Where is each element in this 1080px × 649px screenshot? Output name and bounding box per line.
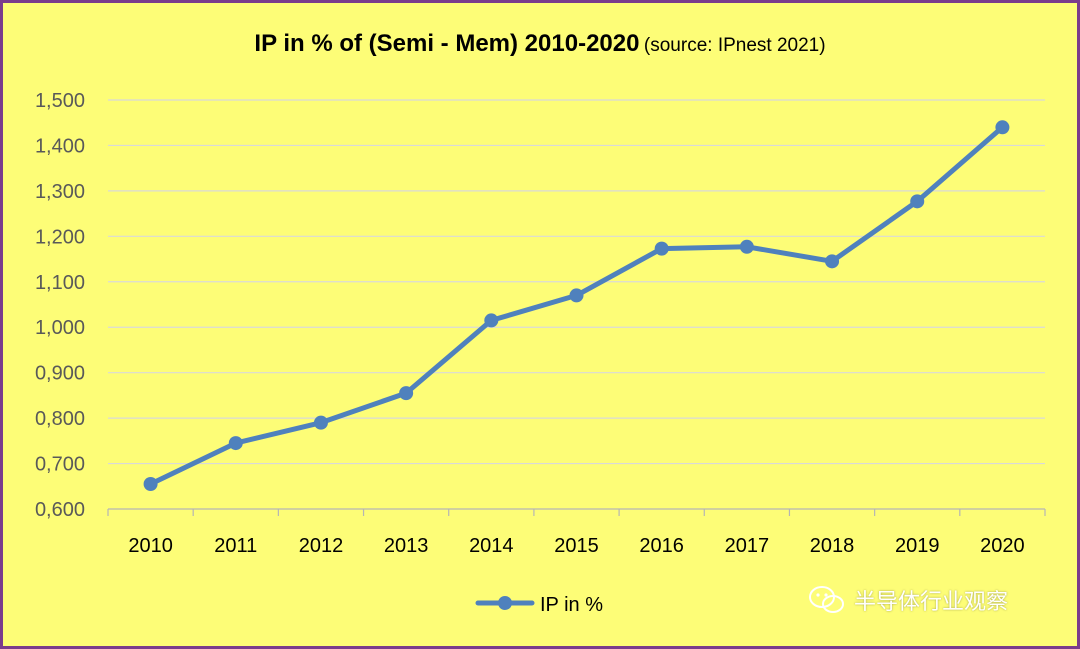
- x-tick-label: 2018: [810, 535, 855, 557]
- x-tick-label: 2019: [895, 535, 940, 557]
- chart-title-main: IP in % of (Semi - Mem) 2010-2020: [254, 30, 640, 57]
- x-tick-label: 2014: [469, 535, 514, 557]
- legend-marker: [498, 596, 512, 610]
- chart-title: IP in % of (Semi - Mem) 2010-2020 (sourc…: [0, 30, 1080, 58]
- watermark: 半导体行业观察: [808, 584, 1008, 616]
- data-point: [313, 415, 328, 430]
- data-point: [739, 239, 754, 254]
- legend-label: IP in %: [540, 594, 603, 616]
- x-tick-label: 2017: [725, 535, 770, 557]
- data-point: [995, 120, 1010, 135]
- x-tick-label: 2012: [299, 535, 344, 557]
- series-line: [148, 124, 1005, 487]
- y-tick-label: 0,900: [35, 363, 85, 385]
- y-tick-label: 1,000: [35, 317, 85, 339]
- data-point: [825, 254, 840, 269]
- data-point: [569, 288, 584, 303]
- watermark-text: 半导体行业观察: [854, 590, 1009, 615]
- y-tick-label: 1,400: [35, 135, 85, 157]
- y-tick-label: 1,300: [35, 181, 85, 203]
- y-tick-label: 0,600: [35, 499, 85, 521]
- y-tick-label: 1,100: [35, 272, 85, 294]
- data-point: [654, 241, 669, 256]
- x-tick-label: 2020: [980, 535, 1025, 557]
- x-tick-label: 2016: [639, 535, 684, 557]
- y-tick-label: 0,800: [35, 408, 85, 430]
- y-tick-label: 0,700: [35, 454, 85, 476]
- y-tick-label: 1,500: [35, 90, 85, 112]
- data-point: [143, 477, 158, 492]
- chart-subtitle: (source: IPnest 2021): [643, 35, 826, 56]
- x-tick-label: 2015: [554, 535, 599, 557]
- x-tick-label: 2011: [214, 535, 257, 557]
- x-tick-label: 2010: [128, 535, 173, 557]
- y-tick-label: 1,200: [35, 226, 85, 248]
- data-point: [228, 436, 243, 451]
- wechat-icon: [809, 586, 844, 613]
- x-tick-label: 2013: [384, 535, 429, 557]
- data-point: [399, 386, 414, 401]
- data-point: [484, 313, 499, 328]
- data-point: [910, 194, 925, 209]
